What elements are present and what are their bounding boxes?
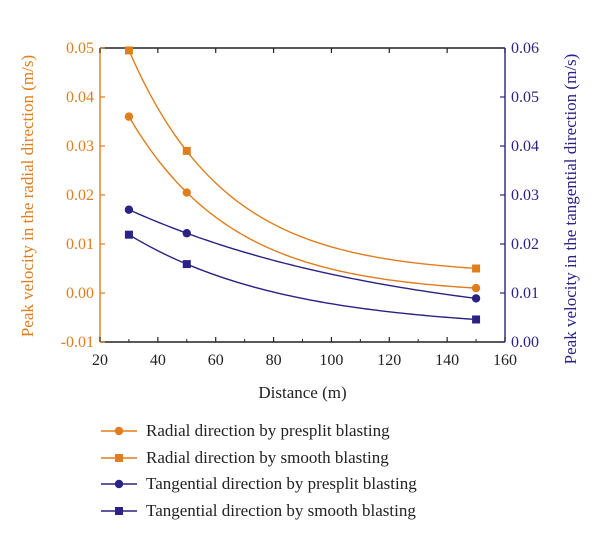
- data-point: [182, 188, 191, 197]
- y-left-tick-label: 0.04: [66, 89, 94, 106]
- legend-marker: [115, 506, 123, 515]
- chart: 20 40 60 80 100 120 140 160 -0.01 0.00 0.01 0.02 0.0…: [18, 40, 580, 402]
- series-line: [128, 234, 477, 321]
- x-tick-label: 40: [150, 352, 166, 369]
- x-axis-label: Distance (m): [258, 383, 346, 402]
- y-left-tick-label: -0.01: [61, 334, 94, 351]
- data-point: [182, 146, 191, 155]
- legend-item: Tangential direction by smooth blasting: [100, 498, 520, 525]
- legend-swatch: [101, 427, 137, 436]
- y-left-tick-label: 0.02: [66, 187, 94, 204]
- y-right-tick-label: 0.05: [511, 89, 539, 106]
- y-left-tick-label: 0.03: [66, 138, 94, 155]
- y-right-tick-label: 0.02: [511, 236, 539, 253]
- data-point: [471, 294, 481, 303]
- series-line: [128, 209, 477, 300]
- legend-swatch: [101, 453, 137, 462]
- data-point: [472, 315, 481, 324]
- x-tick-label: 160: [493, 352, 517, 369]
- y-left-tick-label: 0.05: [66, 40, 94, 57]
- series-line: [128, 50, 477, 270]
- legend-item: Radial direction by presplit blasting: [100, 418, 520, 445]
- data-point: [124, 46, 133, 55]
- legend-swatch: [101, 480, 137, 489]
- x-tick-label: 120: [377, 352, 401, 369]
- x-tick-label: 60: [208, 352, 224, 369]
- data-point: [471, 283, 481, 293]
- legend: Radial direction by presplit blasting Ra…: [100, 418, 520, 524]
- x-tick-label: 20: [92, 352, 108, 369]
- axes-group: 20 40 60 80 100 120 140 160 -0.01 0.00 0.01 0.02 0.0…: [61, 40, 539, 369]
- legend-item: Tangential direction by presplit blastin…: [100, 471, 520, 498]
- data-point: [182, 229, 191, 238]
- x-tick-label: 140: [435, 352, 459, 369]
- data-point: [182, 260, 191, 269]
- curves-group: [128, 50, 477, 321]
- y-right-tick-label: 0.00: [511, 334, 539, 351]
- data-point: [472, 264, 481, 273]
- y-left-tick-label: 0.01: [66, 236, 94, 253]
- legend-marker: [114, 427, 124, 436]
- y-axis-right-label: Peak velocity in the tangential directio…: [561, 54, 580, 365]
- legend-label: Radial direction by presplit blasting: [146, 421, 390, 441]
- legend-marker: [115, 453, 123, 462]
- legend-swatch: [101, 506, 137, 515]
- markers-group: [124, 46, 481, 324]
- data-point: [124, 112, 134, 121]
- y-left-tick-label: 0.00: [66, 285, 94, 302]
- y-right-tick-label: 0.06: [511, 40, 539, 57]
- data-point: [124, 205, 134, 214]
- legend-item: Radial direction by smooth blasting: [100, 445, 520, 472]
- legend-marker: [114, 480, 124, 489]
- y-axis-left-label: Peak velocity in the radial direction (m…: [18, 55, 37, 337]
- legend-label: Tangential direction by smooth blasting: [146, 500, 416, 520]
- data-point: [124, 230, 133, 239]
- legend-label: Radial direction by smooth blasting: [146, 447, 389, 467]
- y-right-tick-label: 0.04: [511, 138, 539, 155]
- x-tick-label: 80: [266, 352, 282, 369]
- y-right-tick-label: 0.03: [511, 187, 539, 204]
- x-tick-label: 100: [319, 352, 343, 369]
- legend-label: Tangential direction by presplit blastin…: [146, 474, 417, 494]
- y-right-tick-label: 0.01: [511, 285, 539, 302]
